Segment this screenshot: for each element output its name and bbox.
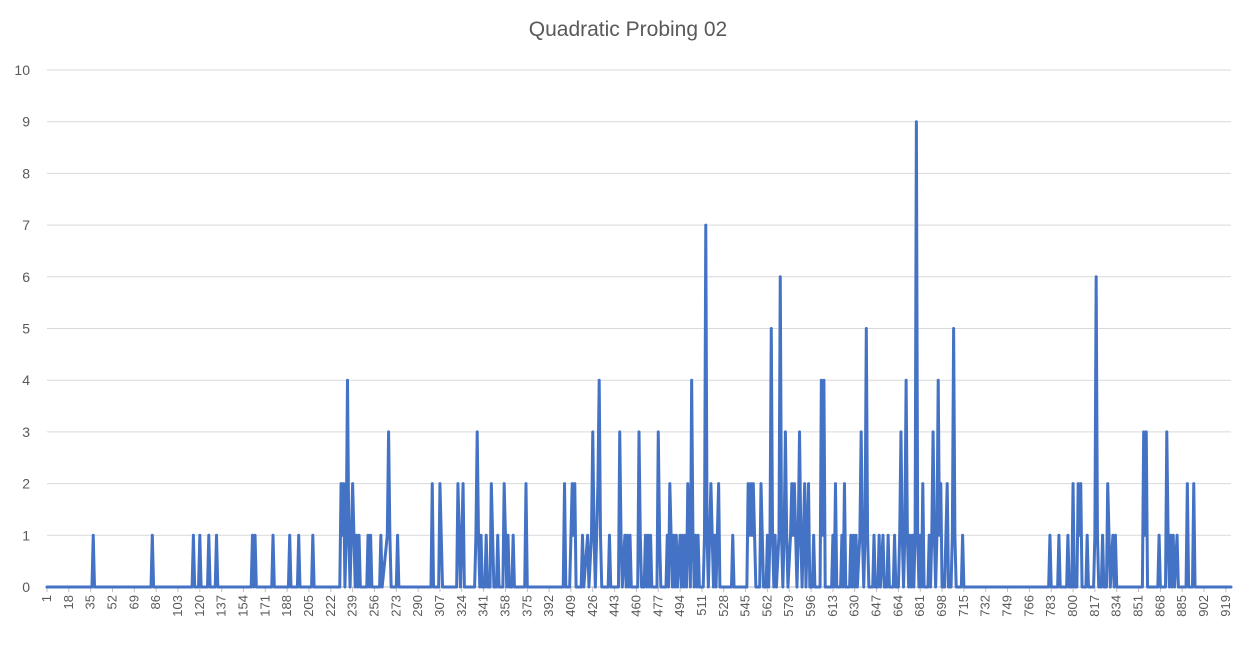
x-tick-label: 919 (1218, 595, 1233, 617)
x-tick-label: 545 (738, 595, 753, 617)
x-tick-label: 171 (257, 595, 272, 617)
x-tick-label: 188 (279, 595, 294, 617)
x-tick-label: 443 (607, 595, 622, 617)
chart-title: Quadratic Probing 02 (528, 18, 728, 41)
x-tick-label: 256 (366, 595, 381, 617)
x-tick-label: 222 (323, 595, 338, 617)
x-tick-label: 664 (890, 595, 905, 617)
x-tick-label: 477 (650, 595, 665, 617)
x-tick-label: 409 (563, 595, 578, 617)
x-tick-label: 205 (301, 595, 316, 617)
x-tick-label: 392 (541, 595, 556, 617)
x-tick-label: 18 (61, 595, 76, 609)
x-tick-label: 1 (39, 595, 54, 602)
x-tick-label: 120 (192, 595, 207, 617)
y-tick-label: 1 (22, 527, 30, 543)
x-tick-label: 562 (759, 595, 774, 617)
x-tick-label: 358 (497, 595, 512, 617)
x-tick-label: 647 (869, 595, 884, 617)
x-tick-label: 69 (126, 595, 141, 609)
x-tick-label: 885 (1174, 595, 1189, 617)
x-tick-label: 749 (1000, 595, 1015, 617)
series-line-0 (45, 120, 1233, 589)
x-tick-label: 698 (934, 595, 949, 617)
x-tick-label: 154 (235, 595, 250, 617)
x-tick-label: 426 (585, 595, 600, 617)
y-tick-label: 10 (14, 62, 30, 78)
x-tick-label: 681 (912, 595, 927, 617)
y-tick-label: 9 (22, 114, 30, 130)
x-tick-label: 324 (454, 595, 469, 617)
x-tick-label: 375 (519, 595, 534, 617)
y-tick-label: 6 (22, 269, 30, 285)
y-tick-label: 3 (22, 424, 30, 440)
x-tick-label: 307 (432, 595, 447, 617)
x-axis: 1 18 35 52 69 86 103 120 137 154 171 188 205 222 239 25… (39, 586, 1233, 617)
gridlines (47, 69, 1231, 536)
x-tick-label: 341 (476, 595, 491, 617)
y-tick-label: 7 (22, 217, 30, 233)
x-tick-label: 834 (1109, 595, 1124, 617)
y-tick-label: 0 (22, 579, 30, 595)
x-tick-label: 528 (716, 595, 731, 617)
y-tick-label: 2 (22, 476, 30, 492)
x-tick-label: 715 (956, 595, 971, 617)
x-tick-label: 851 (1131, 595, 1146, 617)
x-tick-label: 511 (694, 595, 709, 616)
x-tick-label: 273 (388, 595, 403, 617)
x-tick-label: 613 (825, 595, 840, 617)
x-tick-label: 783 (1043, 595, 1058, 617)
x-tick-label: 86 (148, 595, 163, 609)
x-tick-label: 103 (170, 595, 185, 617)
x-tick-label: 290 (410, 595, 425, 617)
y-tick-label: 5 (22, 321, 30, 337)
x-tick-label: 596 (803, 595, 818, 617)
x-tick-label: 52 (104, 595, 119, 609)
y-axis: 0 1 2 3 4 5 6 7 8 9 10 (14, 62, 30, 595)
x-tick-label: 766 (1021, 595, 1036, 617)
y-tick-label: 8 (22, 165, 30, 181)
y-tick-label: 4 (22, 372, 30, 388)
x-tick-label: 494 (672, 595, 687, 617)
x-tick-label: 732 (978, 595, 993, 617)
x-tick-label: 460 (628, 595, 643, 617)
x-tick-label: 137 (214, 595, 229, 617)
x-tick-label: 579 (781, 595, 796, 617)
x-tick-label: 239 (345, 595, 360, 617)
series-group (45, 120, 1233, 589)
x-tick-label: 35 (83, 595, 98, 609)
x-tick-label: 868 (1152, 595, 1167, 617)
x-tick-label: 817 (1087, 595, 1102, 617)
x-tick-label: 800 (1065, 595, 1080, 617)
x-tick-label: 902 (1196, 595, 1211, 617)
x-tick-label: 630 (847, 595, 862, 617)
